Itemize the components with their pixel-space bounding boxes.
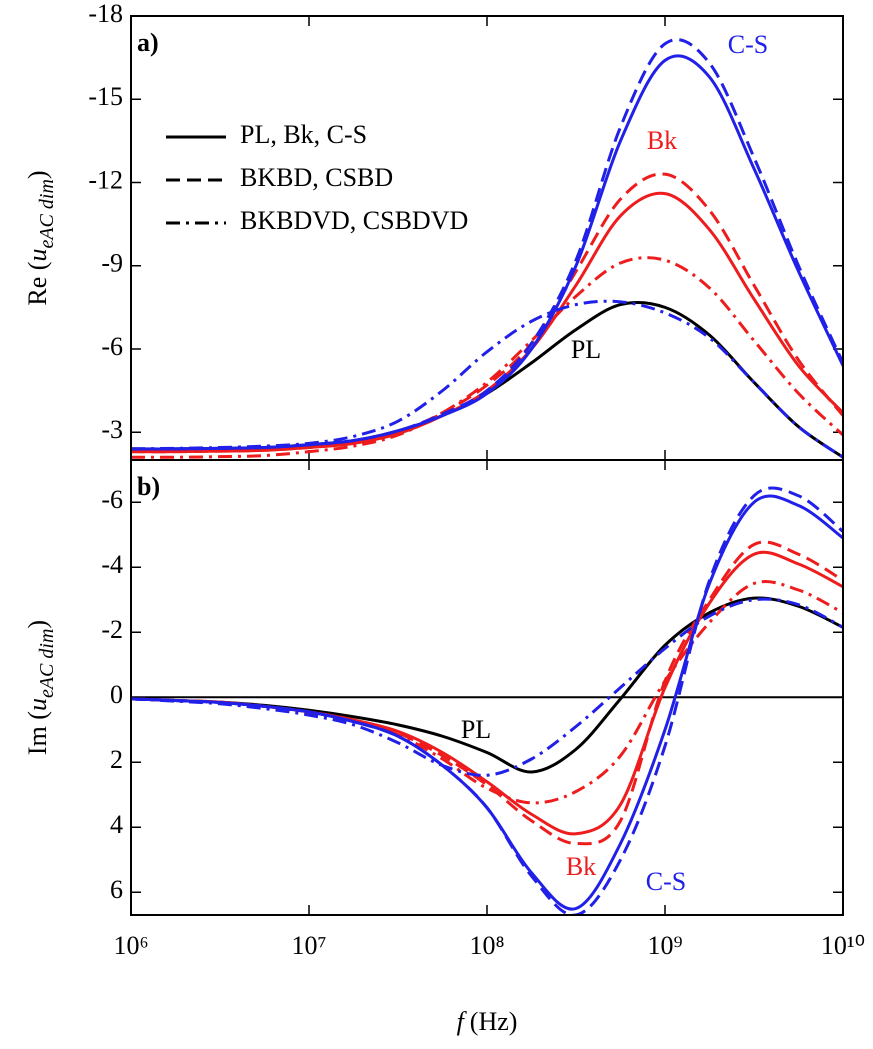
- line: [131, 550, 843, 836]
- y-tick-label: -12: [88, 165, 123, 194]
- y-tick-label: 6: [110, 875, 123, 904]
- y-tick-label: -9: [101, 249, 123, 278]
- line: [131, 597, 843, 777]
- x-tick-label: 10⁶: [113, 931, 148, 960]
- x-tick-label: 10¹⁰: [821, 931, 865, 960]
- y-label-suffix: ): [23, 170, 52, 179]
- line: [131, 172, 843, 454]
- y-label-symbol: u: [23, 698, 52, 711]
- y-tick-label: -4: [101, 550, 123, 579]
- y-label-suffix: ): [23, 620, 52, 629]
- annotation: PL: [461, 715, 491, 744]
- annotation: Bk: [647, 126, 677, 155]
- y-tick-label: -6: [101, 485, 123, 514]
- line: [131, 299, 843, 459]
- legend-label: PL, Bk, C-S: [240, 120, 367, 149]
- panel-label: b): [137, 472, 160, 501]
- x-label-text: (Hz): [470, 1007, 518, 1036]
- y-tick-label: -3: [101, 415, 123, 444]
- line: [131, 38, 843, 451]
- x-axis-label: f (Hz): [457, 1007, 518, 1036]
- annotation: C-S: [728, 30, 768, 59]
- y-tick-label: -6: [101, 332, 123, 361]
- legend-label: BKBDVD, CSBDVD: [240, 206, 468, 235]
- y-tick-label: 4: [110, 810, 123, 839]
- y-label-subscript: eAC dim: [36, 179, 58, 248]
- legend-label: BKBD, CSBD: [240, 163, 393, 192]
- line: [131, 540, 843, 846]
- y-tick-label: -2: [101, 615, 123, 644]
- panel-label: a): [137, 28, 159, 57]
- line: [131, 486, 843, 915]
- y-tick-label: 2: [110, 745, 123, 774]
- y-label-subscript: eAC dim: [36, 629, 58, 698]
- annotation: Bk: [566, 852, 596, 881]
- y-label-symbol: u: [23, 249, 52, 262]
- x-tick-label: 10⁸: [469, 931, 504, 960]
- y-axis-label: Im (ueAC dim): [23, 620, 58, 755]
- y-label-prefix: Re (: [23, 262, 52, 306]
- line: [131, 596, 843, 774]
- x-tick-label: 10⁷: [291, 931, 326, 960]
- y-tick-label: -18: [88, 0, 123, 28]
- y-axis-label: Re (ueAC dim): [23, 170, 58, 305]
- y-label-prefix: Im (: [23, 711, 52, 755]
- x-tick-label: 10⁹: [647, 931, 682, 960]
- line: [131, 580, 843, 805]
- plot-frame: [130, 459, 844, 916]
- annotation: PL: [571, 335, 601, 364]
- x-label-symbol: f: [457, 1007, 468, 1036]
- line: [131, 256, 843, 459]
- annotation: C-S: [646, 867, 686, 896]
- y-tick-label: -15: [88, 82, 123, 111]
- line: [131, 301, 843, 459]
- y-tick-label: 0: [110, 680, 123, 709]
- line: [131, 191, 843, 454]
